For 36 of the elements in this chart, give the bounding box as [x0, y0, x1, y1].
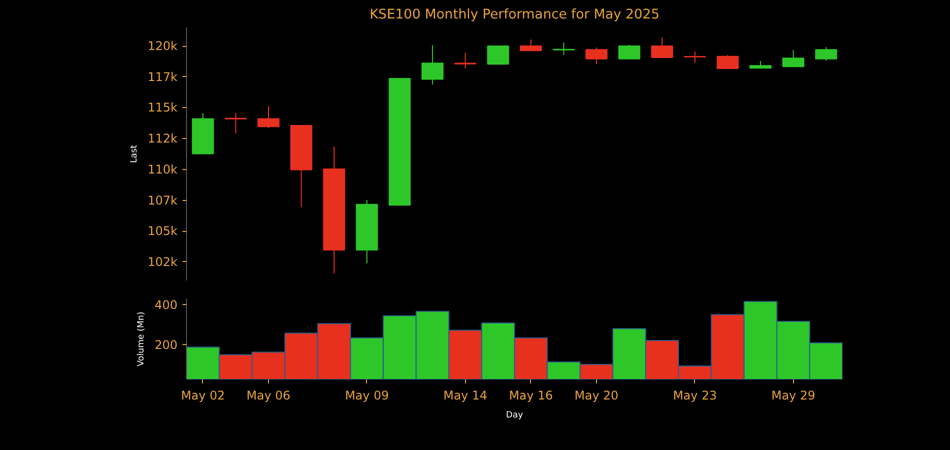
x-tick-label: May 16: [508, 388, 553, 402]
y-tick-label: 400: [154, 298, 178, 312]
chart-title: KSE100 Monthly Performance for May 2025: [370, 8, 660, 22]
candlestick: [716, 54, 739, 69]
y-tick-label: 110k: [148, 162, 178, 176]
candlestick: [815, 46, 838, 62]
y-tick-label: 120k: [148, 39, 178, 54]
x-axis-title: Day: [506, 410, 524, 420]
candlestick: [487, 46, 510, 65]
candlestick: [520, 39, 542, 52]
x-tick-label: May 09: [344, 388, 389, 402]
y-axis-title: Volume (Mn): [136, 312, 147, 366]
candlestick: [684, 51, 706, 64]
y-tick-label: 117k: [148, 70, 178, 84]
candlestick: [454, 52, 476, 69]
x-tick-label: May 02: [180, 388, 225, 402]
candlestick: [618, 44, 640, 60]
candlestick: [651, 36, 674, 58]
candlestick: [258, 106, 280, 128]
candlestick: [782, 49, 804, 68]
x-tick-label: May 29: [771, 388, 816, 402]
y-tick-label: 115k: [148, 100, 178, 115]
candlestick: [224, 112, 247, 134]
y-tick-label: 107k: [148, 193, 178, 208]
y-tick-label: 105k: [148, 224, 178, 238]
y-tick-label: 102k: [148, 254, 178, 269]
x-tick-label: May 06: [246, 388, 290, 402]
candlestick: [552, 42, 575, 56]
candlestick: [422, 44, 444, 86]
y-tick-label: 200: [154, 338, 178, 352]
x-tick-label: May 23: [672, 388, 717, 402]
y-axis-title: Last: [130, 144, 140, 164]
candlestick: [586, 46, 608, 65]
y-tick-label: 112k: [148, 132, 178, 146]
x-tick-label: May 20: [574, 388, 618, 402]
x-tick-label: May 14: [443, 388, 488, 402]
